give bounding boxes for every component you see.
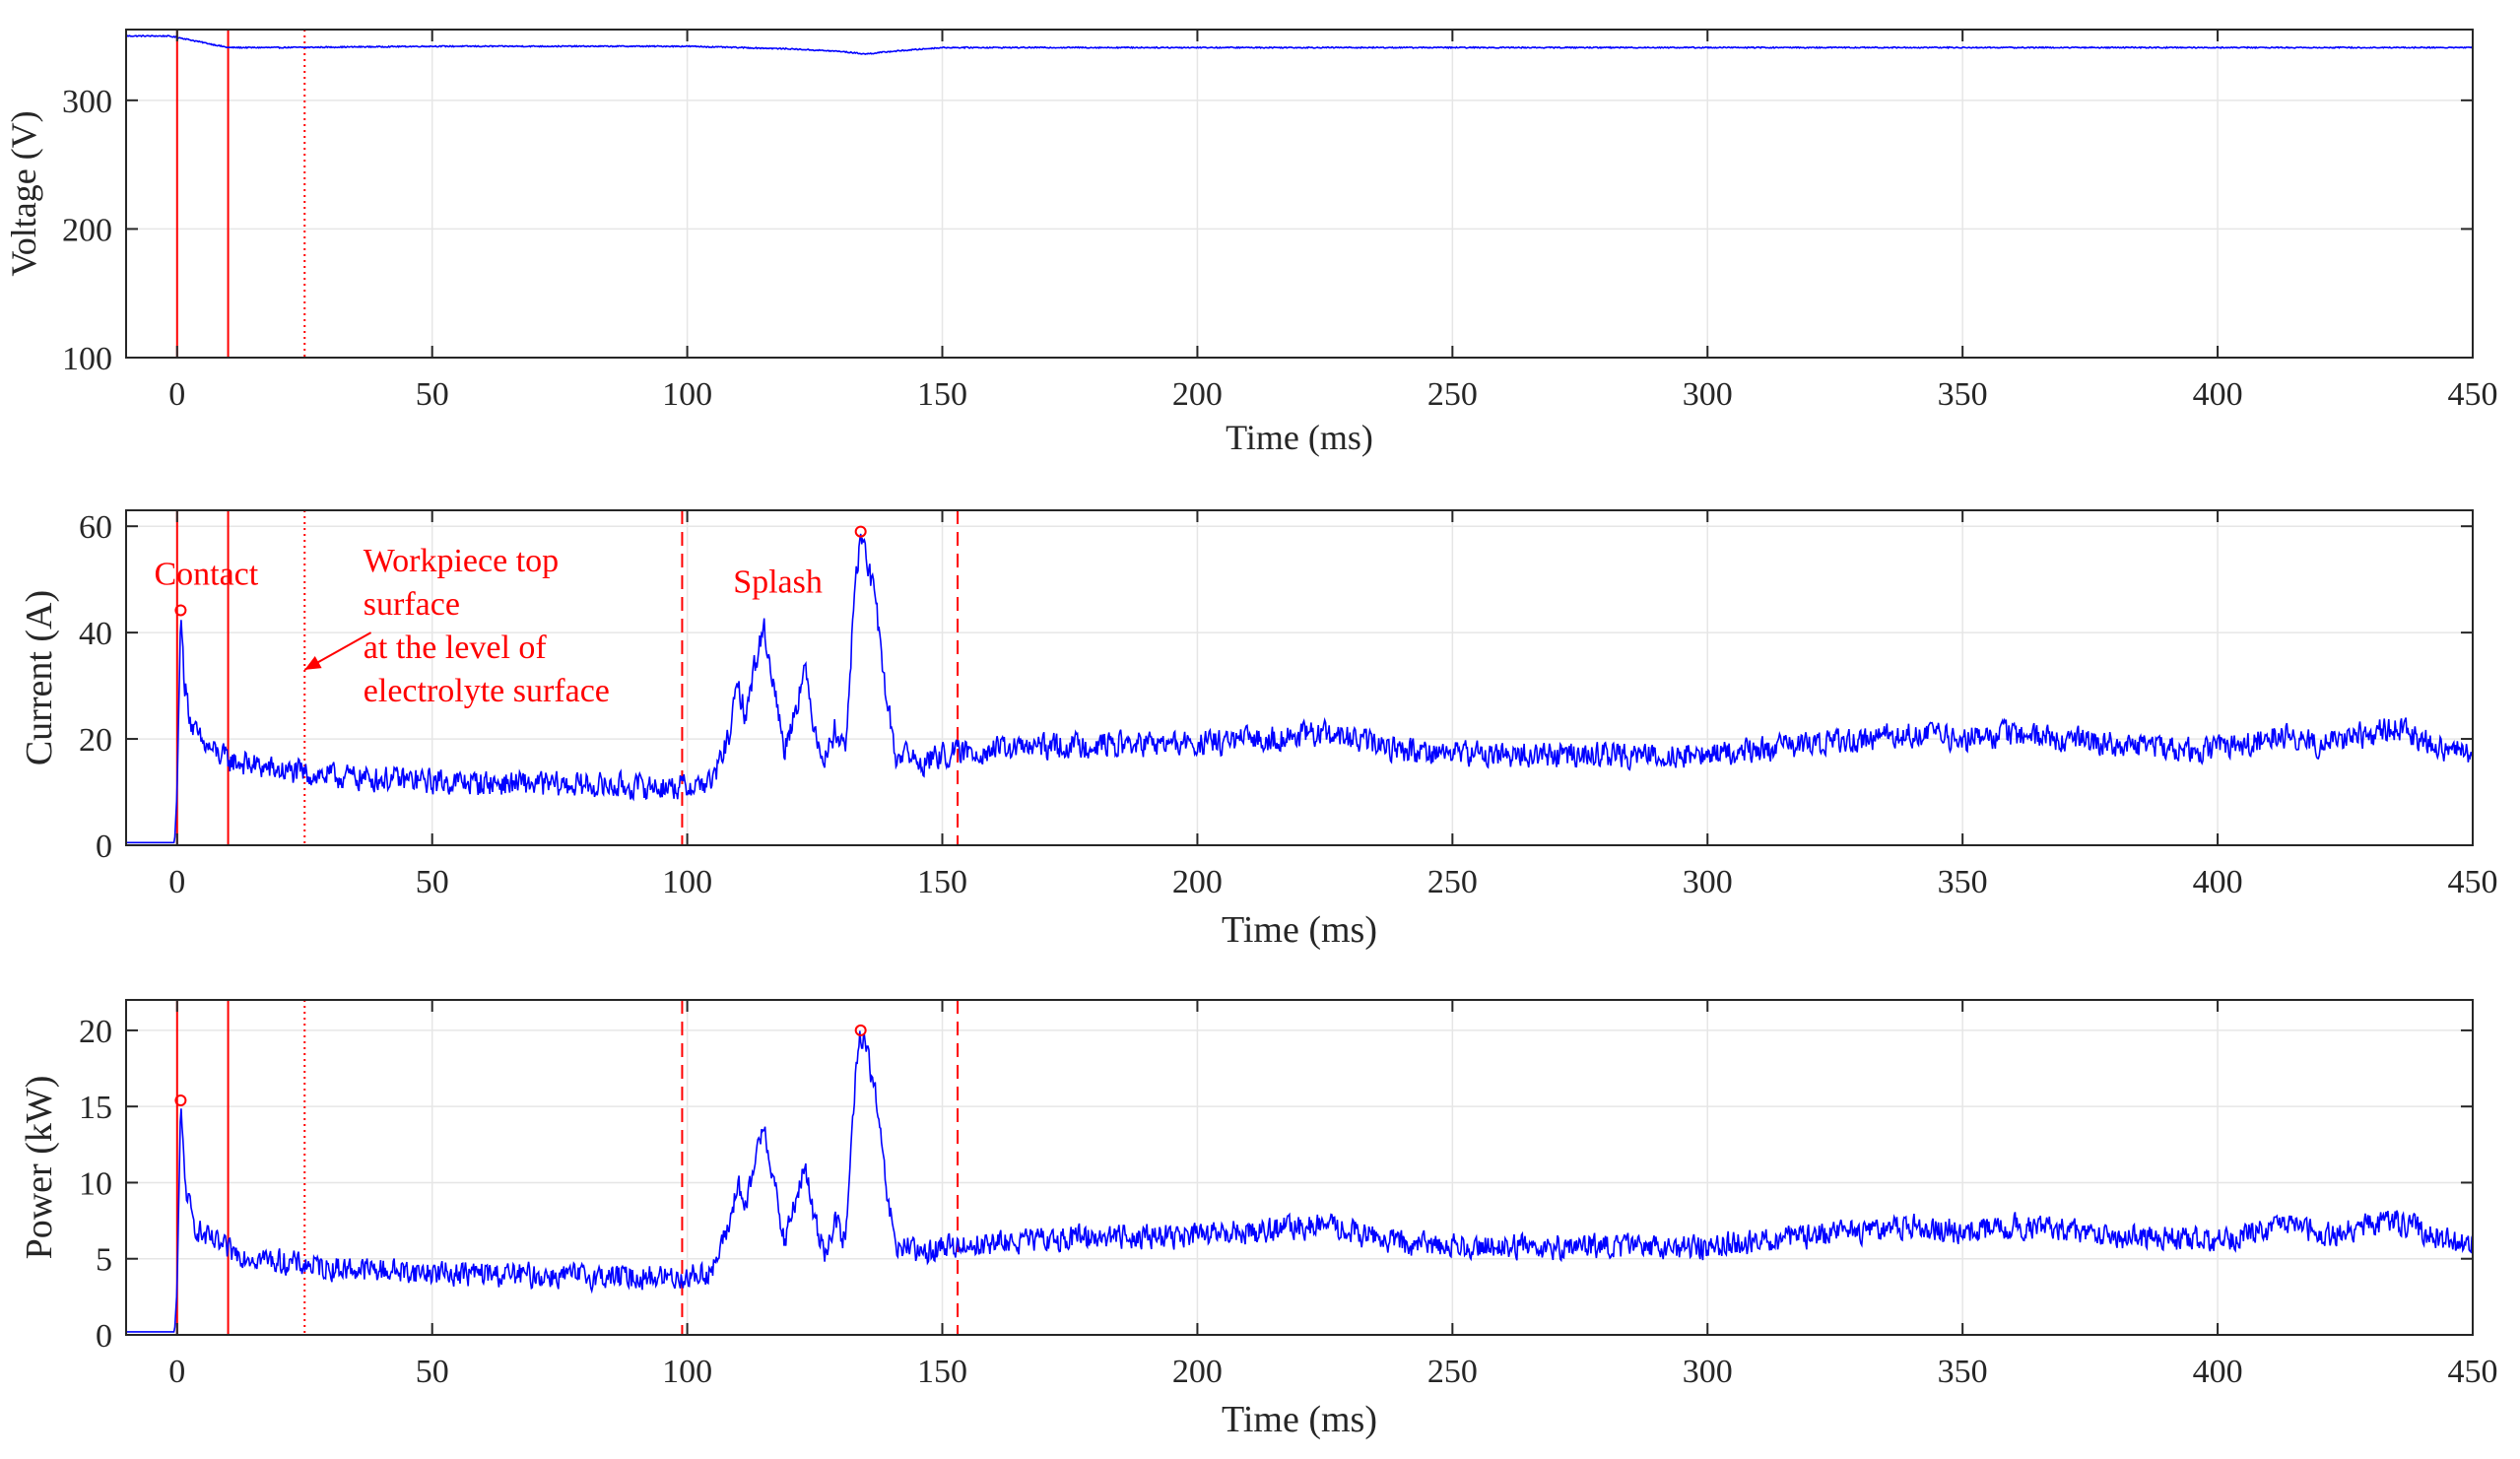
x-tick-label: 100 <box>662 376 712 413</box>
x-axis-title: Time (ms) <box>1222 1399 1377 1440</box>
panel-3: 0 50 100 150 200 250 300 350 400 450 0 5 10 15 20 Time … <box>19 999 2498 1440</box>
y-axis-title: Current (A) <box>19 590 60 765</box>
x-tick-label: 400 <box>2193 864 2243 900</box>
annotation: Contact <box>154 557 258 593</box>
axes-box <box>125 999 2474 1336</box>
x-tick-label: 50 <box>416 1354 449 1390</box>
y-tick-label: 15 <box>79 1090 112 1126</box>
x-tick-label: 200 <box>1172 864 1223 900</box>
peak-marker <box>174 1094 187 1106</box>
y-tick-label: 0 <box>96 1318 112 1355</box>
annotation-line: at the level of <box>364 630 548 666</box>
y-tick-label: 60 <box>79 509 112 546</box>
y-axis-title: Voltage (V) <box>4 110 43 276</box>
axes-box <box>125 29 2474 359</box>
axes-box <box>125 509 2474 846</box>
peak-marker <box>854 1024 867 1036</box>
x-tick-label: 350 <box>1938 1354 1988 1390</box>
x-tick-label: 200 <box>1172 1354 1223 1390</box>
x-tick-label: 250 <box>1427 864 1478 900</box>
x-tick-label: 450 <box>2448 376 2498 413</box>
x-tick-label: 100 <box>662 864 712 900</box>
annotation-line: Splash <box>733 564 823 601</box>
panel-1: 0 50 100 150 200 250 300 350 400 450 100 200 300 Time… <box>4 29 2498 457</box>
annotation: Splash <box>733 564 823 601</box>
x-tick-label: 400 <box>2193 1354 2243 1390</box>
x-tick-label: 150 <box>917 864 967 900</box>
x-axis-title: Time (ms) <box>1226 418 1373 457</box>
x-tick-label: 400 <box>2193 376 2243 413</box>
series-line <box>126 33 2473 56</box>
arrow-head <box>304 655 322 670</box>
annotation-line: surface <box>364 586 460 623</box>
annotation-line: Contact <box>154 557 258 593</box>
x-tick-label: 300 <box>1683 1354 1733 1390</box>
x-tick-label: 0 <box>168 1354 185 1390</box>
x-tick-label: 450 <box>2448 1354 2498 1390</box>
panel-2: 0 50 100 150 200 250 300 350 400 450 0 20 40 60 Time (… <box>19 509 2498 951</box>
x-tick-label: 250 <box>1427 376 1478 413</box>
y-tick-label: 20 <box>79 1014 112 1050</box>
x-tick-label: 0 <box>168 864 185 900</box>
x-tick-label: 300 <box>1683 864 1733 900</box>
y-tick-label: 300 <box>62 84 112 120</box>
series-line <box>126 533 2473 844</box>
x-tick-label: 450 <box>2448 864 2498 900</box>
annotation-line: electrolyte surface <box>364 673 610 709</box>
annotation-line: Workpiece top <box>364 543 559 579</box>
y-tick-label: 0 <box>96 829 112 865</box>
y-tick-label: 200 <box>62 212 112 248</box>
y-tick-label: 100 <box>62 341 112 377</box>
x-tick-label: 0 <box>168 376 185 413</box>
x-tick-label: 100 <box>662 1354 712 1390</box>
x-tick-label: 300 <box>1683 376 1733 413</box>
y-tick-label: 5 <box>96 1242 112 1279</box>
x-tick-label: 350 <box>1938 864 1988 900</box>
x-tick-label: 200 <box>1172 376 1223 413</box>
x-tick-label: 250 <box>1427 1354 1478 1390</box>
x-tick-label: 50 <box>416 864 449 900</box>
x-tick-label: 150 <box>917 1354 967 1390</box>
peak-marker <box>854 525 867 538</box>
y-tick-label: 10 <box>79 1165 112 1202</box>
x-tick-label: 150 <box>917 376 967 413</box>
y-tick-label: 20 <box>79 722 112 759</box>
x-tick-label: 350 <box>1938 376 1988 413</box>
x-tick-label: 50 <box>416 376 449 413</box>
annotation: Workpiece top surface at the level of elect… <box>364 543 610 709</box>
peak-marker <box>174 604 187 617</box>
x-axis-title: Time (ms) <box>1222 909 1377 951</box>
y-axis-title: Power (kW) <box>19 1076 60 1260</box>
series-line <box>126 1030 2473 1333</box>
y-tick-label: 40 <box>79 616 112 652</box>
